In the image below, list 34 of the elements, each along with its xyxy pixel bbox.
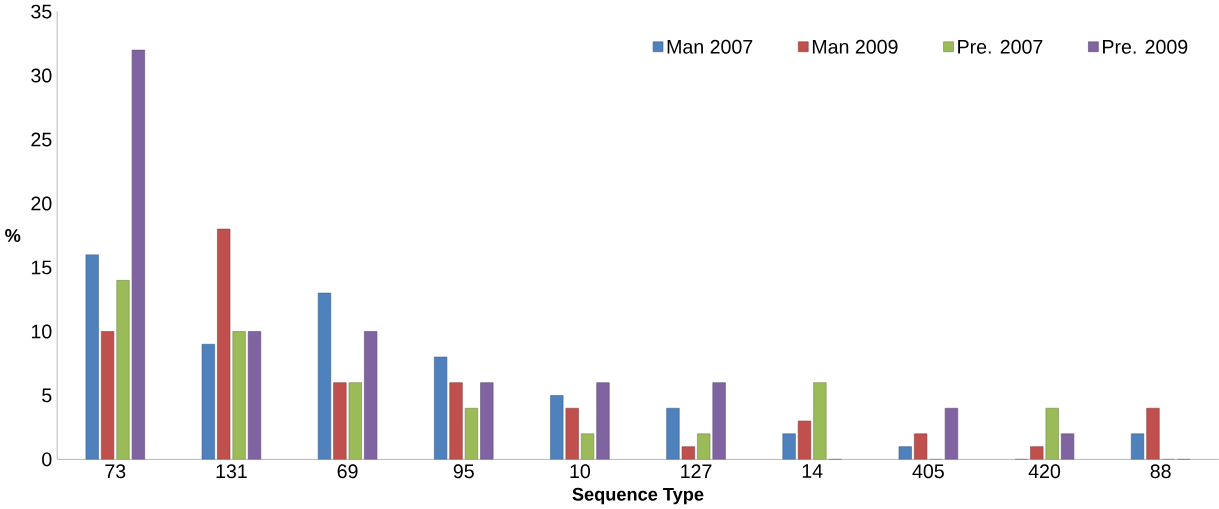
bar <box>712 382 726 460</box>
y-tick-label: 5 <box>42 388 52 403</box>
y-tick-label: 30 <box>31 68 52 83</box>
x-tick-label: 69 <box>337 464 358 479</box>
x-tick-label: 73 <box>105 464 126 479</box>
y-tick-label: 0 <box>42 452 52 467</box>
bar <box>333 382 347 460</box>
legend-label: Man 2007 <box>667 39 753 54</box>
y-tick-label: 25 <box>31 132 52 147</box>
x-tick-label: 10 <box>570 464 591 479</box>
x-tick-label: 131 <box>216 464 247 479</box>
x-tick-label: 14 <box>802 464 823 478</box>
y-tick-label: 35 <box>31 4 52 19</box>
bar <box>596 382 610 460</box>
y-tick-label: 15 <box>31 260 52 275</box>
bar <box>449 382 463 460</box>
legend-label: Pre. 2007 <box>958 39 1043 54</box>
bar <box>232 331 246 460</box>
bar <box>1146 407 1160 460</box>
x-tick-label: 95 <box>453 464 474 479</box>
bar <box>813 382 827 460</box>
legend-label: Man 2009 <box>812 39 898 54</box>
x-tick-label: 405 <box>912 464 944 479</box>
x-tick-label: 88 <box>1150 464 1171 479</box>
bar <box>666 407 680 460</box>
y-tick-label: 20 <box>31 196 52 211</box>
x-tick-label: 127 <box>681 464 712 479</box>
y-tick-label: 10 <box>31 324 52 339</box>
y-axis-title: % <box>5 229 21 242</box>
bar <box>782 433 796 460</box>
bar <box>116 280 130 460</box>
legend-label: Pre. 2009 <box>1103 39 1188 54</box>
x-axis-title: Sequence Type <box>572 487 704 505</box>
x-tick-label: 420 <box>1028 464 1061 479</box>
